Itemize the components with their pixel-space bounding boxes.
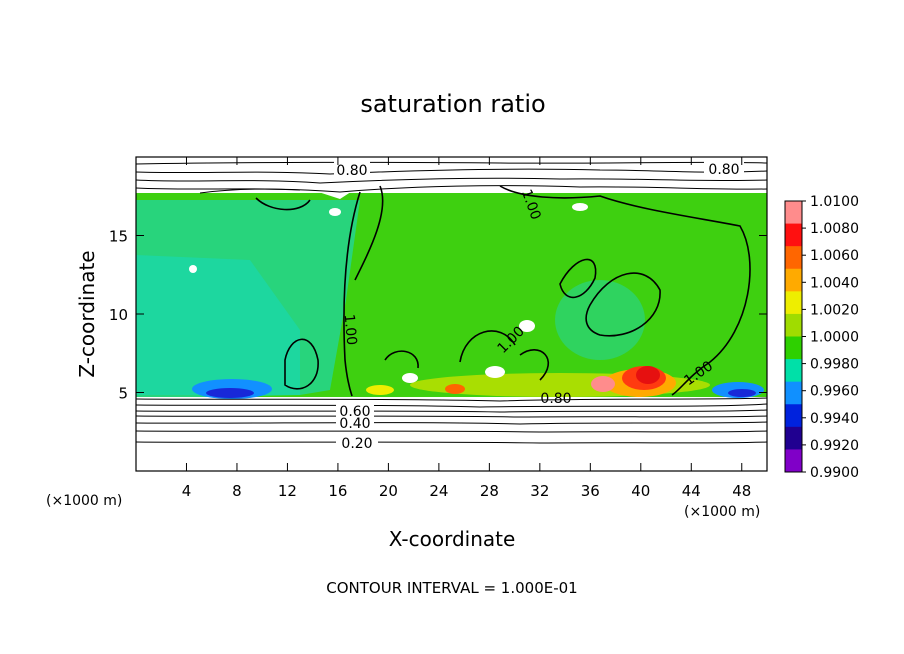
- contour-label: 0.40: [339, 416, 370, 432]
- colorbar-label: 0.9960: [810, 384, 859, 400]
- maximum-center: [636, 366, 660, 384]
- x-tick-label: 40: [631, 482, 650, 500]
- contour-label: 0.80: [708, 162, 739, 178]
- heatmap-field: [136, 157, 767, 471]
- colorbar-label: 0.9920: [810, 438, 859, 454]
- colorbar-swatch: [785, 223, 802, 247]
- colorbar-swatch: [785, 381, 802, 405]
- x-tick-label: 12: [278, 482, 297, 500]
- contours-saturation: [255, 185, 751, 397]
- x-tick-label: 8: [232, 482, 242, 500]
- contour-label: 0.80: [540, 391, 571, 407]
- colorbar-swatch: [785, 201, 802, 225]
- x-tick-label: 32: [530, 482, 549, 500]
- colorbar-swatch: [785, 336, 802, 360]
- contour-label-group: 0.80 0.80 1.00 1.00 1.00 1.00 0.80 0.60 …: [334, 160, 744, 452]
- x-tick-label: 36: [581, 482, 600, 500]
- colorbar-label: 1.0000: [810, 330, 859, 346]
- x-tick-label: 48: [732, 482, 751, 500]
- colorbar-label: 1.0040: [810, 275, 859, 291]
- colorbar-label: 0.9980: [810, 357, 859, 373]
- colorbar-swatch: [785, 246, 802, 270]
- chart-title: saturation ratio: [360, 90, 545, 118]
- colorbar-swatch: [785, 291, 802, 315]
- x-tick-label: 20: [379, 482, 398, 500]
- y-tick-label: 10: [109, 306, 128, 324]
- x-tick-label: 44: [682, 482, 701, 500]
- contour-label: 0.20: [341, 436, 372, 452]
- colorbar-label: 0.9940: [810, 411, 859, 427]
- colorbar-swatch: [785, 426, 802, 450]
- low-ratio-region-center: [555, 280, 645, 360]
- x-unit-label-left: (×1000 m): [46, 493, 122, 509]
- contour-interval-note: CONTOUR INTERVAL = 1.000E-01: [326, 579, 577, 597]
- x-tick-label: 24: [429, 482, 448, 500]
- colorbar-swatch: [785, 404, 802, 428]
- colorbar-swatch: [785, 359, 802, 383]
- x-unit-label-right: (×1000 m): [684, 504, 760, 520]
- x-tick-label: 4: [182, 482, 192, 500]
- y-tick-label: 15: [109, 228, 128, 246]
- colorbar: 1.0100 1.0080 1.0060 1.0040 1.0020 1.0000 0.99…: [784, 194, 859, 481]
- y-axis-ticks: 5 10 15: [109, 228, 767, 403]
- colorbar-swatch: [785, 268, 802, 292]
- contour-label: 1.00: [341, 313, 360, 345]
- y-axis-title: Z-coordinate: [75, 250, 99, 377]
- colorbar-label: 1.0060: [810, 248, 859, 264]
- x-tick-label: 16: [328, 482, 347, 500]
- colorbar-swatch: [785, 313, 802, 337]
- colorbar-swatch: [785, 449, 802, 473]
- contour-label: 0.80: [336, 163, 367, 179]
- y-tick-label: 5: [118, 385, 128, 403]
- colorbar-label: 1.0100: [810, 194, 859, 210]
- x-tick-label: 28: [480, 482, 499, 500]
- colorbar-label: 0.9900: [810, 465, 859, 481]
- contours-upper: [136, 161, 767, 194]
- colorbar-label: 1.0020: [810, 302, 859, 318]
- x-axis-title: X-coordinate: [389, 527, 516, 551]
- colorbar-label: 1.0080: [810, 221, 859, 237]
- x-axis-ticks: 4 8 12 16 20 24 28 32 36 40 44 48: [182, 157, 751, 500]
- contours-lower: [136, 397, 767, 444]
